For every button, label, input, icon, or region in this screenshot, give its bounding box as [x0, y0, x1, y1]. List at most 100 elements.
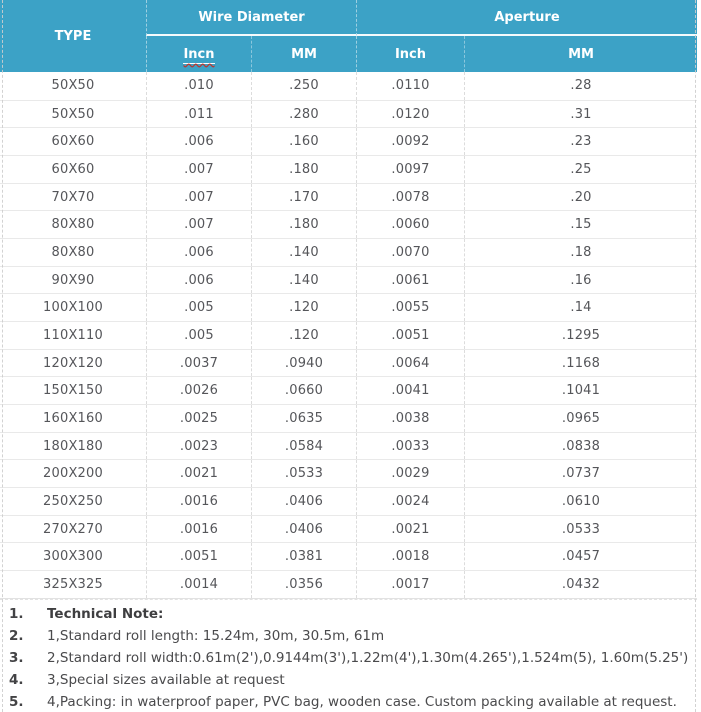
table-row: 300X300 .0051.0381.0018.0457 — [0, 542, 697, 571]
table-row: 90X90 .006.140.0061.16 — [0, 265, 697, 294]
cell-wire-diameter-mm: .0381 — [251, 543, 356, 571]
cell-aperture-mm: .1041 — [464, 377, 697, 405]
cell-aperture-mm: .0432 — [464, 571, 697, 598]
note-number: 2. — [9, 627, 24, 644]
note-number: 4. — [9, 671, 24, 688]
cell-aperture-mm: .28 — [464, 72, 697, 100]
cell-aperture-mm: .1168 — [464, 349, 697, 377]
cell-aperture-mm: .0737 — [464, 460, 697, 488]
cell-aperture-inch: .0029 — [356, 460, 464, 488]
cell-aperture-mm: .0838 — [464, 432, 697, 460]
table-row: 180X180 .0023.0584.0033.0838 — [0, 431, 697, 460]
cell-wire-diameter-inch: .007 — [146, 156, 251, 183]
cell-wire-diameter-inch: .0026 — [146, 377, 251, 405]
cell-aperture-mm: .0533 — [464, 515, 697, 543]
cell-type: 70X70 — [51, 189, 95, 205]
cell-aperture-inch: .0110 — [356, 72, 464, 100]
cell-wire-diameter-inch: .007 — [146, 183, 251, 211]
table-row: 325X325 .0014.0356.0017.0432 — [0, 570, 697, 598]
table-row: 160X160 .0025.0635.0038.0965 — [0, 404, 697, 432]
cell-wire-diameter-mm: .0356 — [251, 571, 356, 598]
cell-wire-diameter-inch: .0016 — [146, 488, 251, 515]
cell-aperture-inch: .0060 — [356, 211, 464, 239]
cell-aperture-inch: .0038 — [356, 405, 464, 432]
cell-type: 50X50 — [51, 106, 95, 122]
cell-aperture-mm: .0457 — [464, 543, 697, 571]
cell-wire-diameter-inch: .0025 — [146, 405, 251, 432]
cell-aperture-mm: .23 — [464, 128, 697, 156]
table-row: 150X150 .0026.0660.0041.1041 — [0, 376, 697, 405]
cell-aperture-inch: .0097 — [356, 156, 464, 183]
cell-aperture-mm: .15 — [464, 211, 697, 239]
table-row: 80X80 .007.180.0060.15 — [0, 210, 697, 239]
cell-aperture-inch: .0051 — [356, 322, 464, 349]
table-row: 250X250 .0016.0406.0024.0610 — [0, 487, 697, 515]
cell-aperture-inch: .0041 — [356, 377, 464, 405]
cell-wire-diameter-inch: .0021 — [146, 460, 251, 488]
table-row: 120X120 .0037.0940.0064.1168 — [0, 348, 697, 377]
cell-type: 90X90 — [51, 272, 95, 288]
table-row: 50X50 .011.280.0120.31 — [0, 99, 697, 128]
note-text: 2,Standard roll width:0.61m(2'),0.9144m(… — [47, 649, 689, 666]
table-body: 50X50 .010.250.0110.28 50X50 .011.280.0120.… — [0, 72, 697, 599]
cell-type: 80X80 — [51, 244, 95, 260]
cell-aperture-mm: .1295 — [464, 322, 697, 349]
cell-wire-diameter-mm: .160 — [251, 128, 356, 156]
header-type-label: TYPE — [54, 28, 92, 44]
cell-wire-diameter-inch: .006 — [146, 266, 251, 294]
cell-type: 325X325 — [43, 576, 103, 592]
cell-type: 180X180 — [43, 438, 103, 454]
table-header: TYPE Wire Diameter Aperture Incn MM Inch… — [0, 0, 697, 72]
cell-wire-diameter-inch: .005 — [146, 294, 251, 322]
cell-wire-diameter-mm: .280 — [251, 100, 356, 128]
header-wire-diameter-label: Wire Diameter — [198, 9, 305, 25]
cell-aperture-mm: .31 — [464, 100, 697, 128]
header-aperture-group: Aperture — [356, 0, 697, 36]
cell-wire-diameter-mm: .140 — [251, 266, 356, 294]
cell-type: 50X50 — [51, 78, 95, 94]
cell-aperture-inch: .0092 — [356, 128, 464, 156]
notes-section: 1. Technical Note: 2. 1,Standard roll lengt… — [0, 598, 697, 712]
note-number: 1. — [9, 605, 24, 622]
table-row: 60X60 .006.160.0092.23 — [0, 127, 697, 156]
cell-type: 250X250 — [43, 493, 103, 509]
note-line: 4. 3,Special sizes available at request — [0, 669, 697, 691]
cell-type: 110X110 — [43, 327, 103, 343]
note-line: 2. 1,Standard roll length: 15.24m, 30m, 3… — [0, 625, 697, 647]
table-row: 270X270 .0016.0406.0021.0533 — [0, 514, 697, 543]
cell-wire-diameter-mm: .0406 — [251, 515, 356, 543]
cell-wire-diameter-inch: .0014 — [146, 571, 251, 598]
note-line: 5. 4,Packing: in waterproof paper, PVC ba… — [0, 691, 697, 712]
note-line: 1. Technical Note: — [0, 603, 697, 625]
cell-aperture-mm: .14 — [464, 294, 697, 322]
header-wire-inch: Incn — [146, 36, 251, 72]
cell-aperture-inch: .0021 — [356, 515, 464, 543]
note-number: 5. — [9, 693, 24, 710]
cell-aperture-inch: .0033 — [356, 432, 464, 460]
cell-aperture-inch: .0018 — [356, 543, 464, 571]
cell-type: 60X60 — [51, 161, 95, 177]
header-aperture-mm-label: MM — [568, 46, 594, 62]
cell-wire-diameter-mm: .0584 — [251, 432, 356, 460]
cell-wire-diameter-inch: .006 — [146, 239, 251, 266]
cell-type: 60X60 — [51, 134, 95, 150]
cell-aperture-mm: .25 — [464, 156, 697, 183]
cell-aperture-inch: .0024 — [356, 488, 464, 515]
table-row: 50X50 .010.250.0110.28 — [0, 72, 697, 100]
cell-aperture-mm: .0610 — [464, 488, 697, 515]
cell-wire-diameter-mm: .0635 — [251, 405, 356, 432]
cell-aperture-inch: .0061 — [356, 266, 464, 294]
cell-aperture-inch: .0064 — [356, 349, 464, 377]
cell-aperture-inch: .0017 — [356, 571, 464, 598]
note-text: 3,Special sizes available at request — [47, 671, 285, 688]
cell-type: 270X270 — [43, 521, 103, 537]
cell-type: 150X150 — [43, 383, 103, 399]
cell-type: 80X80 — [51, 217, 95, 233]
cell-wire-diameter-mm: .140 — [251, 239, 356, 266]
table-row: 100X100 .005.120.0055.14 — [0, 293, 697, 322]
cell-aperture-mm: .16 — [464, 266, 697, 294]
cell-type: 300X300 — [43, 549, 103, 565]
cell-wire-diameter-mm: .250 — [251, 72, 356, 100]
cell-wire-diameter-inch: .011 — [146, 100, 251, 128]
